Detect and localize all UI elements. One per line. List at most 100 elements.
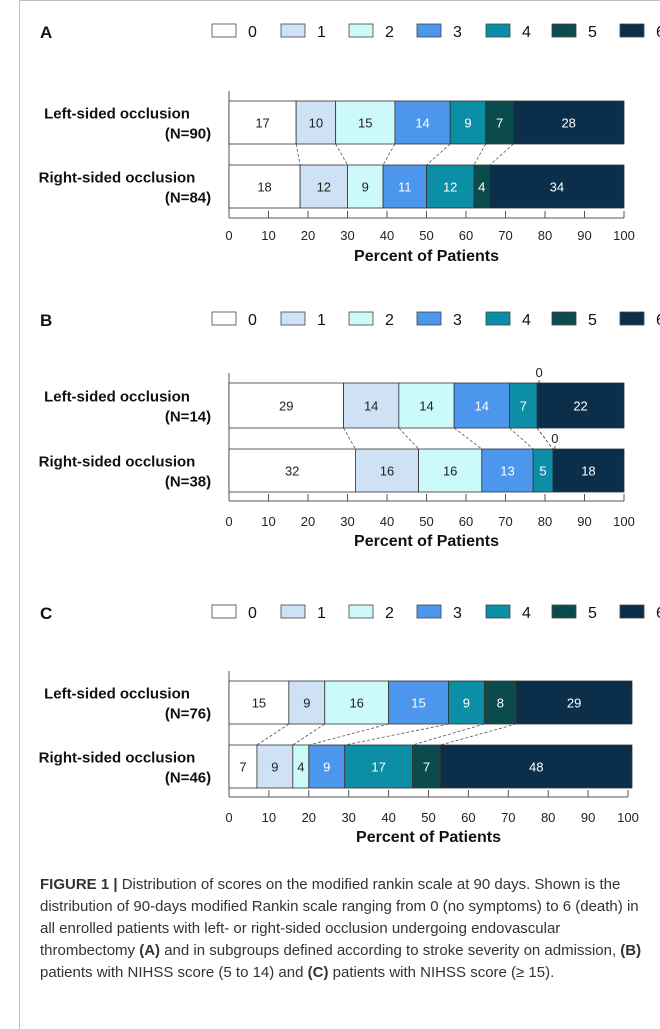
panel-b-category-label-right: Right-sided occlusion	[39, 454, 196, 471]
panel-a-data-label-right-5: 4	[478, 180, 485, 195]
panel-c-letter: C	[40, 604, 52, 623]
panel-a-data-label-left-5: 7	[496, 116, 503, 131]
panel-b-legend-label-6: 6	[656, 312, 660, 329]
panel-c-legend-label-5: 5	[588, 605, 597, 622]
panel-c-data-label-right-5: 7	[423, 760, 430, 775]
panel-a-legend-swatch-6	[619, 23, 645, 38]
panel-c-category-n-left: (N=76)	[165, 706, 211, 723]
panel-a-data-label-left-2: 15	[358, 116, 372, 131]
caption-ref-b: (B)	[620, 942, 642, 959]
panel-c-data-label-left-0: 15	[252, 696, 266, 711]
panel-a-category-label-right: Right-sided occlusion	[39, 170, 196, 187]
panel-c-legend-label-3: 3	[453, 605, 462, 622]
panel-a-data-label-right-2: 9	[362, 180, 369, 195]
panel-b-x-tick-label-40: 40	[380, 514, 394, 529]
panel-a-bar-left-seg-6	[513, 100, 625, 145]
panel-b-x-tick-label-60: 60	[459, 514, 473, 529]
panel-a-bar-left-seg-3	[394, 100, 451, 145]
panel-b-data-label-left-5: 0	[535, 365, 542, 380]
figure-caption: FIGURE 1 | Distribution of scores on the…	[40, 874, 645, 984]
panel-b-x-tick-label-0: 0	[225, 514, 232, 529]
panel-b-data-label-left-3: 14	[475, 399, 489, 414]
panel-c-x-tick-label-10: 10	[262, 810, 276, 825]
panel-c-category-n-right: (N=46)	[165, 770, 211, 787]
panel-a-data-label-left-1: 10	[309, 116, 323, 131]
panel-b-legend-swatch-0	[211, 311, 237, 326]
panel-b-connector-6	[536, 427, 554, 450]
panel-b-x-tick-label-20: 20	[301, 514, 315, 529]
panel-c-connector-4	[344, 723, 449, 746]
panel-a-bar-left-seg-0	[228, 100, 297, 145]
panel-c-legend-swatch-5	[551, 604, 577, 619]
panel-c-data-label-right-4: 17	[371, 760, 385, 775]
panel-c-connector-3	[308, 723, 389, 746]
panel-b-legend-label-0: 0	[248, 312, 257, 329]
panel-a-legend-label-2: 2	[385, 24, 394, 41]
panel-a-bar-right-seg-6	[489, 164, 625, 209]
caption-text-2: and in subgroups defined according to st…	[160, 942, 621, 959]
panel-a-category-label-left: Left-sided occlusion	[44, 106, 190, 123]
panel-b-bar-left-seg-2	[398, 382, 455, 429]
panel-a-bar-left-seg-4	[449, 100, 487, 145]
panel-a-legend-swatch-0	[211, 23, 237, 38]
panel-b-legend-label-1: 1	[317, 312, 326, 329]
panel-a-legend-swatch-3	[416, 23, 442, 38]
panel-a-x-tick-label-80: 80	[538, 228, 552, 243]
panel-b-bar-left-seg-4	[509, 382, 538, 429]
panel-b-category-label-left: Left-sided occlusion	[44, 389, 190, 406]
panel-c-bar-right-seg-1	[256, 744, 294, 789]
panel-c-x-tick-label-50: 50	[421, 810, 435, 825]
panel-c-x-tick-label-70: 70	[501, 810, 515, 825]
panel-c-data-label-left-4: 9	[463, 696, 470, 711]
caption-text-4: patients with NIHSS score (≥ 15).	[328, 964, 555, 981]
panel-a-bar-right-seg-3	[382, 164, 427, 209]
panel-c-bar-left-seg-3	[388, 680, 449, 725]
panel-a-x-tick-label-50: 50	[419, 228, 433, 243]
panel-c-legend-swatch-3	[416, 604, 442, 619]
panel-c-bar-right-seg-0	[228, 744, 258, 789]
panel-a-legend-swatch-1	[280, 23, 306, 38]
panel-b-bar-right-seg-0	[228, 448, 356, 493]
panel-b-legend-label-2: 2	[385, 312, 394, 329]
panel-b-data-label-left-1: 14	[364, 399, 378, 414]
panel-c-data-label-left-3: 15	[411, 696, 425, 711]
panel-b-data-label-left-4: 7	[520, 399, 527, 414]
caption-label: FIGURE 1 |	[40, 876, 118, 893]
panel-b-connector-3	[453, 427, 483, 450]
panel-c-legend-swatch-2	[348, 604, 374, 619]
panel-a-category-n-right: (N=84)	[165, 190, 211, 207]
panel-a-x-tick-label-30: 30	[340, 228, 354, 243]
panel-a-data-label-right-1: 12	[317, 180, 331, 195]
panel-c-legend-swatch-4	[485, 604, 511, 619]
panel-a-data-label-left-3: 14	[415, 116, 429, 131]
panel-c-x-tick-label-20: 20	[302, 810, 316, 825]
panel-b-legend-swatch-3	[416, 311, 442, 326]
panel-b-connector-1	[343, 427, 356, 450]
panel-c-bar-left-seg-0	[228, 680, 290, 725]
caption-text-3: patients with NIHSS score (5 to 14) and	[40, 964, 308, 981]
panel-c-bar-right-seg-6	[440, 744, 633, 789]
panel-a-legend-label-0: 0	[248, 24, 257, 41]
panel-b-data-label-right-6: 18	[581, 464, 595, 479]
panel-a-legend-swatch-5	[551, 23, 577, 38]
panel-a-connector-5	[473, 143, 487, 166]
panel-b-connector-2	[398, 427, 419, 450]
figure-chart: A01234560102030405060708090100Percent of…	[39, 23, 660, 846]
panel-c-x-tick-label-90: 90	[581, 810, 595, 825]
panel-a-legend-swatch-2	[348, 23, 374, 38]
panel-a-data-label-right-3: 11	[398, 180, 412, 195]
caption-text-1: Distribution of scores on the modified r…	[40, 876, 639, 959]
panel-a-x-axis-title: Percent of Patients	[354, 248, 499, 265]
panel-a-x-tick-label-20: 20	[301, 228, 315, 243]
panel-c-legend-swatch-6	[619, 604, 645, 619]
panel-c-bar-right-seg-4	[344, 744, 413, 789]
panel-a-x-tick-label-0: 0	[225, 228, 232, 243]
panel-b-x-tick-label-80: 80	[538, 514, 552, 529]
panel-b-x-tick-label-100: 100	[613, 514, 635, 529]
panel-c-data-label-right-0: 7	[239, 760, 246, 775]
panel-c-category-label-right: Right-sided occlusion	[39, 750, 196, 767]
panel-c-legend-label-2: 2	[385, 605, 394, 622]
panel-a-connector-2	[335, 143, 348, 166]
panel-b-bar-left-seg-6	[536, 382, 625, 429]
panel-c-bar-left-seg-6	[515, 680, 633, 725]
